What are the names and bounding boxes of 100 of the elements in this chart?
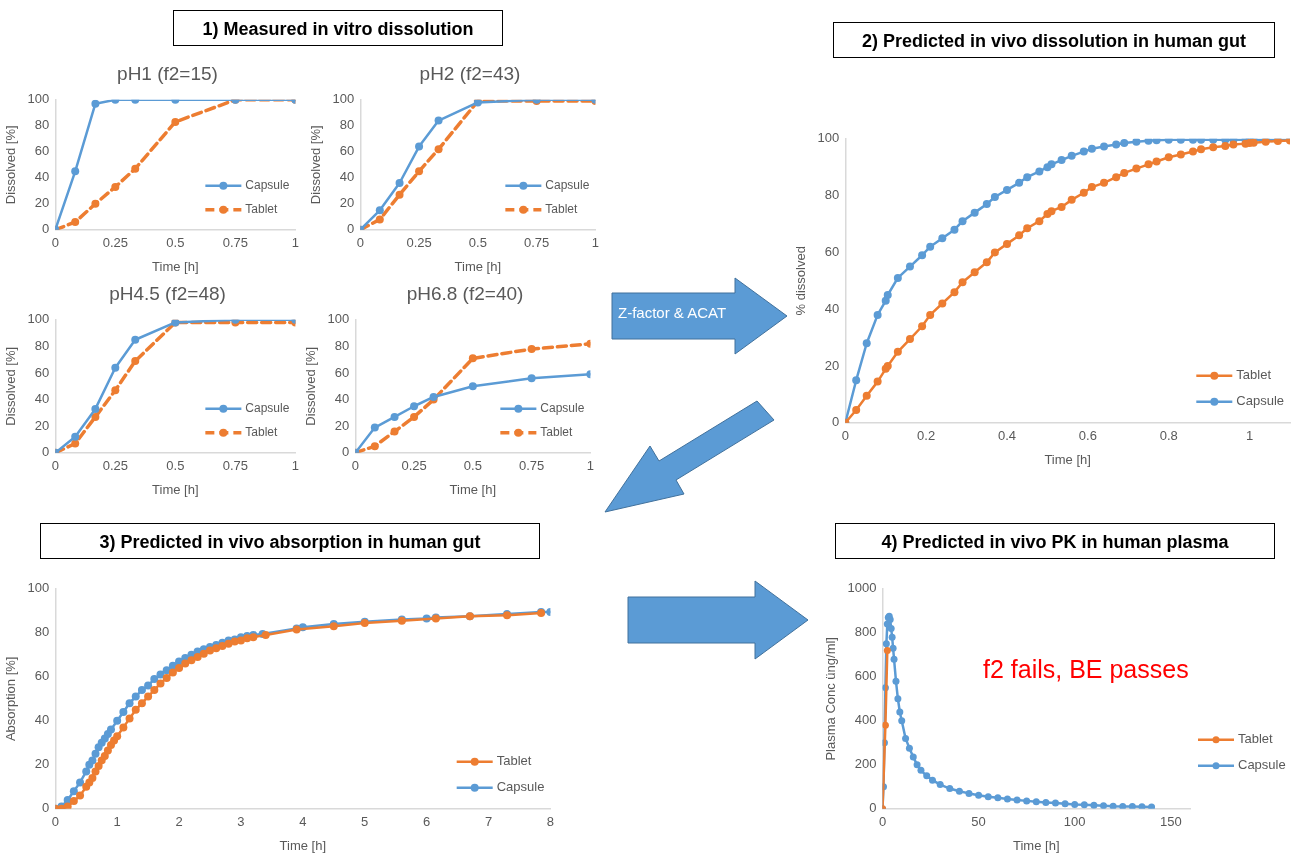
chart-subtitle: pH6.8 (f2=40) [405,282,525,306]
x-axis-title: Time [h] [449,481,497,497]
x-tick-label: 2 [175,814,183,830]
x-tick-label: 1 [586,458,594,474]
x-tick-label: 0.5 [166,235,185,251]
y-axis-title: Dissolved [%] [303,346,319,426]
y-tick-label: 60 [34,668,50,684]
legend-label: Capsule [496,779,545,795]
y-tick-label: 60 [334,364,350,380]
x-tick-label: 1 [1245,428,1254,444]
y-tick-label: 40 [339,169,355,185]
legend-label: Tablet [545,202,579,217]
legend-label: Tablet [1238,731,1274,747]
y-tick-label: 100 [332,91,355,107]
x-axis-title: Time [h] [152,258,199,274]
x-tick-label: 0.75 [523,235,550,251]
y-tick-label: 20 [34,417,50,433]
y-tick-label: 0 [42,800,50,816]
y-tick-label: 80 [34,624,50,640]
y-tick-label: 20 [34,756,50,772]
chart-subtitle: pH2 (f2=43) [418,62,522,86]
y-tick-label: 40 [334,391,350,407]
x-tick-label: 0 [878,814,887,830]
y-axis-title: Dissolved [%] [3,125,19,205]
legend-label: Capsule [545,178,590,193]
y-tick-label: 80 [824,187,840,203]
chart-subtitle: pH1 (f2=15) [116,62,219,86]
x-tick-label: 0.2 [917,428,936,444]
x-tick-label: 0.8 [1159,428,1178,444]
legend-label: Tablet [1236,367,1272,383]
y-tick-label: 60 [339,143,355,159]
y-tick-label: 0 [42,221,50,237]
x-tick-label: 8 [546,814,554,830]
y-tick-label: 600 [854,668,877,684]
y-tick-label: 0 [42,444,50,460]
y-axis-title: Absorption [%] [3,656,19,742]
y-axis-title: Dissolved [%] [3,346,19,426]
x-tick-label: 1 [113,814,121,830]
y-tick-label: 60 [34,364,50,380]
legend-label: Tablet [496,753,532,769]
x-axis-title: Time [h] [279,837,327,853]
y-tick-label: 0 [869,800,877,816]
y-tick-label: 20 [34,195,50,211]
legend-label: Capsule [245,178,290,193]
x-tick-label: 1 [291,458,299,474]
y-tick-label: 0 [832,414,840,430]
text: 1) Measured in vitro dissolution [173,10,503,46]
x-tick-label: 1 [591,235,599,251]
x-tick-label: 0.5 [468,235,487,251]
x-tick-label: 100 [1063,814,1086,830]
x-tick-label: 0.25 [102,235,128,251]
x-tick-label: 0.25 [406,235,432,251]
x-axis-title: Time [h] [1013,837,1060,853]
legend-label: Tablet [540,425,574,440]
legend-label: Capsule [245,401,290,416]
legend-label: Tablet [245,425,279,440]
y-tick-label: 20 [824,357,840,373]
y-tick-label: 40 [34,169,50,185]
y-tick-label: 60 [824,243,840,259]
y-tick-label: 1000 [847,580,877,596]
x-tick-label: 0.25 [102,458,128,474]
x-tick-label: 0.6 [1078,428,1097,444]
y-tick-label: 400 [854,712,877,728]
y-tick-label: 200 [854,756,877,772]
x-axis-title: Time [h] [454,258,502,274]
y-axis-title: Plasma Conc üng/ml] [823,637,839,761]
y-tick-label: 40 [34,712,50,728]
chart-title: 3) Predicted in vivo absorption in human gut [40,523,540,559]
x-tick-label: 7 [484,814,493,830]
x-tick-label: 4 [299,814,307,830]
y-tick-label: 800 [854,624,877,640]
y-tick-label: 100 [27,91,50,107]
y-tick-label: 0 [342,444,350,460]
y-axis-title: Dissolved [%] [308,125,324,205]
chart-title: 2) Predicted in vivo dissolution in human gut [833,22,1275,58]
y-tick-label: 80 [339,117,355,133]
x-axis-title: Time [h] [1044,451,1091,467]
y-tick-label: 80 [34,337,50,353]
x-tick-label: 0.4 [997,428,1017,444]
y-tick-label: 60 [34,143,50,159]
legend-label: Capsule [1238,757,1286,773]
y-tick-label: 0 [347,221,355,237]
y-tick-label: 40 [34,391,50,407]
x-tick-label: 0.75 [222,235,249,251]
legend-label: Tablet [245,202,279,217]
y-tick-label: 100 [27,580,50,596]
x-axis-title: Time [h] [152,481,199,497]
y-tick-label: 20 [339,195,355,211]
text: Z-factor & ACAT [618,304,727,321]
x-tick-label: 0.5 [463,458,482,474]
y-tick-label: 100 [327,311,350,327]
legend-label: Capsule [540,401,585,416]
x-tick-label: 150 [1159,814,1182,830]
y-axis-title: % dissolved [793,246,809,316]
x-tick-label: 6 [422,814,431,830]
x-tick-label: 0.75 [222,458,249,474]
chart-title: 4) Predicted in vivo PK in human plasma [835,523,1275,559]
y-tick-label: 80 [34,117,50,133]
y-tick-label: 20 [334,417,350,433]
annotation: f2 fails, BE passes [983,655,1189,684]
